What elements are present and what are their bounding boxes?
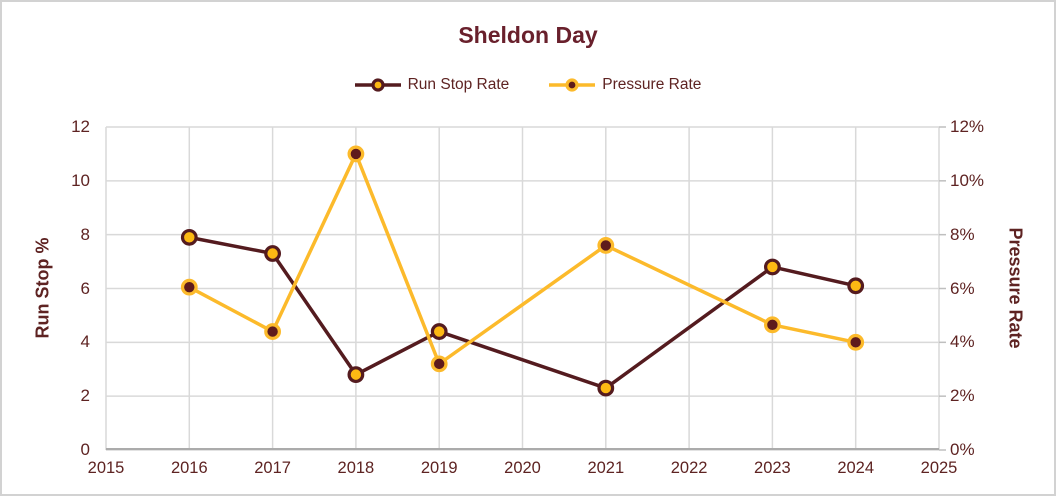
y-axis-tick-label-right: 0% bbox=[950, 440, 975, 459]
series-run-stop-rate bbox=[180, 228, 865, 397]
data-point-marker bbox=[264, 323, 282, 340]
x-axis-tick-label: 2019 bbox=[420, 459, 458, 477]
data-point-marker bbox=[347, 145, 365, 163]
gridlines bbox=[105, 126, 940, 451]
x-axis-tick-label: 2021 bbox=[587, 459, 625, 477]
data-point-marker bbox=[847, 333, 865, 351]
x-axis-tick-label: 2016 bbox=[170, 459, 208, 477]
pressure-rate-legend-marker-icon bbox=[549, 78, 596, 92]
y-axis-tick-label-left: 10 bbox=[71, 170, 90, 190]
y-axis-tick-label-right: 12% bbox=[950, 117, 985, 136]
x-axis-tick-label: 2024 bbox=[837, 459, 875, 477]
y-axis-tick-label-right: 10% bbox=[950, 170, 985, 190]
y-axis-tick-label-left: 6 bbox=[80, 278, 90, 298]
x-axis-tick-label: 2022 bbox=[670, 459, 708, 477]
data-point-marker bbox=[764, 258, 781, 276]
data-point-marker bbox=[430, 355, 448, 373]
x-axis-tick-label: 2017 bbox=[254, 459, 291, 477]
y-axis-tick-label-right: 2% bbox=[950, 386, 975, 406]
legend-label-pressure-rate: Pressure Rate bbox=[602, 76, 702, 93]
y-axis-tick-label-left: 12 bbox=[71, 117, 90, 136]
y-axis-tick-label-left: 0 bbox=[80, 440, 90, 459]
y-axis-tick-label-left: 4 bbox=[80, 332, 90, 352]
x-axis-tick-label: 2023 bbox=[754, 459, 791, 477]
data-point-marker bbox=[180, 228, 198, 246]
x-axis-tick-label: 2020 bbox=[504, 459, 541, 477]
y-axis-tick-label-right: 6% bbox=[950, 278, 975, 298]
y-axis-tick-label-right: 4% bbox=[950, 332, 975, 352]
legend: Run Stop Rate Pressure Rate bbox=[2, 76, 1054, 94]
legend-item-run-stop-rate: Run Stop Rate bbox=[354, 76, 510, 94]
data-point-marker bbox=[597, 237, 615, 254]
legend-item-pressure-rate: Pressure Rate bbox=[549, 76, 701, 94]
x-axis-tick-label: 2015 bbox=[87, 459, 125, 477]
series-pressure-rate bbox=[180, 145, 865, 373]
data-point-marker bbox=[347, 366, 365, 384]
y-axis-tick-label-left: 8 bbox=[80, 224, 90, 244]
data-point-marker bbox=[597, 379, 615, 397]
data-point-marker bbox=[847, 277, 865, 295]
data-point-marker bbox=[764, 316, 781, 334]
data-point-marker bbox=[430, 323, 448, 340]
y-axis-tick-label-left: 2 bbox=[80, 386, 90, 406]
x-axis-tick-label: 2025 bbox=[920, 459, 958, 477]
legend-label-run-stop-rate: Run Stop Rate bbox=[407, 76, 510, 93]
x-axis-tick-label: 2018 bbox=[337, 459, 375, 477]
plot-area bbox=[105, 126, 946, 451]
run-stop-rate-legend-marker-icon bbox=[354, 78, 401, 92]
data-point-marker bbox=[264, 245, 282, 262]
y-axis-tick-label-right: 8% bbox=[950, 224, 975, 244]
chart-title: Sheldon Day bbox=[458, 22, 598, 48]
data-point-marker bbox=[180, 278, 198, 296]
